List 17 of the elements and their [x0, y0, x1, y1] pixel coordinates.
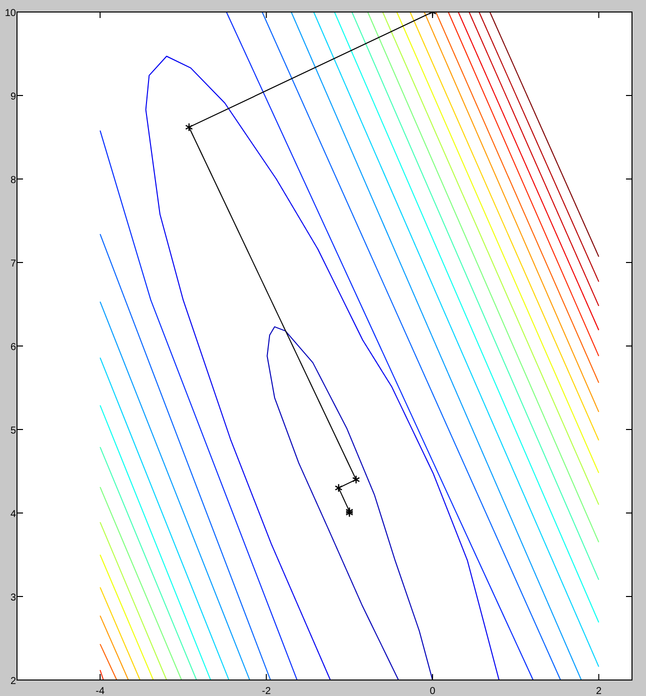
y-tick-label: 10	[4, 8, 16, 19]
y-tick-label: 9	[10, 92, 16, 102]
y-tick-label: 7	[10, 258, 16, 270]
x-tick-label: -2	[262, 686, 272, 696]
y-tick-label: 5	[10, 426, 16, 436]
y-tick-label: 3	[10, 592, 16, 604]
line-series	[266, 326, 434, 680]
x-tick-label: -4	[96, 686, 105, 696]
y-tick-label: 4	[10, 509, 16, 520]
x-tick-label: 0	[430, 686, 436, 696]
y-tick-label: 6	[10, 342, 16, 353]
point	[334, 484, 343, 492]
line-series	[145, 56, 500, 680]
y-tick-label: 2	[10, 676, 16, 687]
point	[352, 475, 360, 484]
y-tick-label: 8	[10, 175, 16, 186]
x-tick-label: 2	[596, 686, 602, 696]
